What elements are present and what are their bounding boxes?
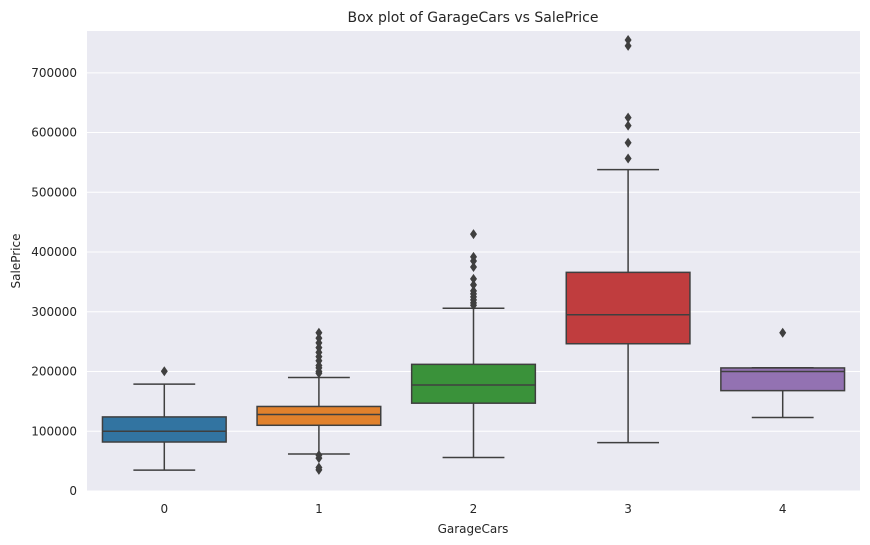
x-tick-label: 1 bbox=[315, 502, 323, 516]
y-tick-label: 700000 bbox=[31, 66, 77, 80]
y-tick-labels: 0 100000 200000 300000 400000 500000 600000 700… bbox=[31, 66, 77, 498]
outlier-point bbox=[624, 40, 632, 51]
outlier-point bbox=[470, 229, 477, 240]
outlier-point bbox=[470, 273, 477, 284]
x-tick-label: 2 bbox=[470, 502, 478, 516]
outlier-point bbox=[624, 153, 632, 164]
y-tick-label: 200000 bbox=[31, 365, 77, 379]
x-tick-labels: 0 1 2 3 4 bbox=[160, 502, 786, 516]
outlier-point bbox=[315, 462, 323, 473]
outlier-point bbox=[624, 137, 632, 148]
y-axis-label: SalePrice bbox=[9, 234, 23, 289]
box bbox=[565, 271, 691, 345]
box bbox=[101, 416, 227, 443]
y-tick-label: 100000 bbox=[31, 424, 77, 438]
box bbox=[256, 405, 382, 427]
outlier-point bbox=[779, 327, 787, 338]
box-group-3 bbox=[565, 34, 691, 444]
box-group-2 bbox=[410, 229, 537, 459]
y-tick-label: 400000 bbox=[31, 245, 77, 259]
y-tick-label: 500000 bbox=[31, 185, 77, 199]
outlier-point bbox=[315, 450, 323, 461]
box bbox=[410, 363, 537, 404]
outlier-point bbox=[470, 285, 477, 296]
y-tick-label: 0 bbox=[69, 484, 77, 498]
x-tick-label: 3 bbox=[624, 502, 632, 516]
outlier-point bbox=[470, 261, 477, 272]
outlier-point bbox=[315, 333, 323, 344]
outlier-point bbox=[624, 34, 632, 45]
box bbox=[720, 367, 846, 392]
boxes-layer bbox=[101, 34, 846, 475]
box-group-0 bbox=[101, 366, 227, 471]
outlier-point bbox=[624, 112, 632, 123]
box-group-4 bbox=[720, 327, 846, 419]
outlier-point bbox=[624, 120, 632, 131]
chart-title: Box plot of GarageCars vs SalePrice bbox=[348, 10, 599, 26]
x-tick-label: 4 bbox=[779, 502, 787, 516]
outlier-point bbox=[315, 327, 323, 338]
y-tick-label: 300000 bbox=[31, 305, 77, 319]
x-axis-label: GarageCars bbox=[438, 522, 509, 536]
outlier-point bbox=[470, 251, 477, 262]
x-tick-label: 0 bbox=[160, 502, 168, 516]
outlier-point bbox=[160, 366, 168, 377]
box-group-1 bbox=[256, 327, 382, 475]
y-tick-label: 600000 bbox=[31, 126, 77, 140]
outlier-point bbox=[470, 279, 477, 290]
